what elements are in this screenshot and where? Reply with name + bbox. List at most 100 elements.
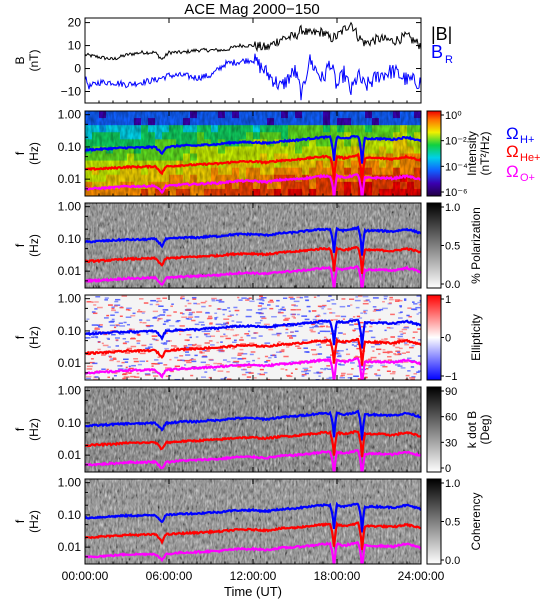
ellipticity-speckle <box>418 304 421 306</box>
ellipticity-speckle <box>224 376 227 379</box>
ellipticity-speckle <box>338 322 341 325</box>
ellipticity-speckle <box>153 338 158 341</box>
ellipticity-speckle <box>208 305 212 307</box>
ellipticity-speckle <box>185 309 192 311</box>
ellipticity-speckle <box>255 322 261 324</box>
ellipticity-speckle <box>146 360 149 362</box>
x-tick-label: 06:00:00 <box>146 569 193 583</box>
ellipticity-speckle <box>290 331 294 333</box>
ellipticity-speckle <box>401 328 408 331</box>
ellipticity-speckle <box>213 362 217 365</box>
ellipticity-speckle <box>333 318 338 321</box>
legend-omega-h-sub: H+ <box>520 134 534 146</box>
ellipticity-speckle <box>89 361 95 364</box>
ellipticity-speckle <box>301 375 305 377</box>
colorbar-label: Ellipticity <box>469 314 483 361</box>
ellipticity-speckle <box>157 362 163 364</box>
ellipticity-speckle <box>163 311 166 314</box>
ellipticity-speckle <box>152 310 159 313</box>
ellipticity-speckle <box>302 367 309 370</box>
y-tick-label: 0 <box>74 62 81 76</box>
legend-omega-o-sub: O+ <box>520 172 535 184</box>
ellipticity-speckle <box>301 315 308 317</box>
ellipticity-speckle <box>232 334 238 337</box>
ellipticity-speckle <box>139 321 142 324</box>
noise-texture <box>85 387 421 472</box>
ellipticity-speckle <box>111 349 116 352</box>
ellipticity-speckle <box>149 303 153 306</box>
ellipticity-speckle <box>202 349 207 352</box>
ellipticity-speckle <box>222 322 229 325</box>
ellipticity-speckle <box>320 368 324 370</box>
ellipticity-speckle <box>362 295 369 298</box>
ellipticity-speckle <box>152 317 158 319</box>
ellipticity-speckle <box>382 348 386 351</box>
ellipticity-speckle <box>233 339 237 342</box>
ellipticity-speckle <box>128 328 132 331</box>
ellipticity-speckle <box>341 298 346 300</box>
ellipticity-speckle <box>185 354 191 356</box>
ellipticity-speckle <box>394 364 401 366</box>
ellipticity-speckle <box>354 299 361 302</box>
ellipticity-speckle <box>368 301 371 303</box>
colorbar-power-spectrum <box>426 110 442 197</box>
ellipticity-speckle <box>363 312 368 315</box>
ellipticity-speckle <box>99 324 103 326</box>
ellipticity-speckle <box>372 350 375 352</box>
ellipticity-speckle <box>106 337 110 340</box>
y-axis-label: f <box>13 335 27 339</box>
y-tick-label: 10 <box>68 39 82 53</box>
ellipticity-speckle <box>187 302 192 305</box>
ellipticity-speckle <box>258 335 263 337</box>
ellipticity-speckle <box>353 375 359 377</box>
ellipticity-speckle <box>138 309 141 311</box>
ellipticity-speckle <box>280 309 286 311</box>
ellipticity-speckle <box>92 330 98 332</box>
ellipticity-speckle <box>118 322 123 324</box>
ellipticity-speckle <box>297 313 300 316</box>
ellipticity-speckle <box>246 334 251 337</box>
ellipticity-speckle <box>309 326 314 329</box>
ellipticity-speckle <box>244 333 250 335</box>
ellipticity-speckle <box>268 356 272 359</box>
ellipticity-speckle <box>173 346 178 349</box>
ellipticity-speckle <box>204 300 208 303</box>
ellipticity-speckle <box>119 306 124 309</box>
ellipticity-speckle <box>261 317 267 320</box>
ellipticity-speckle <box>258 302 263 304</box>
ellipticity-speckle <box>204 350 210 352</box>
ellipticity-speckle <box>217 370 224 372</box>
ellipticity-speckle <box>415 306 421 309</box>
ellipticity-speckle <box>153 316 158 318</box>
ellipticity-speckle <box>381 338 384 341</box>
ellipticity-speckle <box>184 339 190 341</box>
ellipticity-speckle <box>157 317 163 320</box>
ellipticity-speckle <box>155 303 160 306</box>
ellipticity-speckle <box>137 363 142 366</box>
ellipticity-speckle <box>115 325 119 327</box>
ellipticity-speckle <box>107 304 113 306</box>
ellipticity-speckle <box>378 353 381 355</box>
ellipticity-speckle <box>358 321 364 324</box>
ellipticity-speckle <box>151 335 158 337</box>
ellipticity-speckle <box>115 339 119 341</box>
ellipticity-speckle <box>304 318 310 321</box>
ellipticity-speckle <box>312 353 317 356</box>
colorbar-tick-label: 0.0 <box>445 555 460 567</box>
ellipticity-speckle <box>363 309 368 312</box>
ellipticity-speckle <box>117 365 123 367</box>
ellipticity-speckle <box>228 310 231 312</box>
ellipticity-speckle <box>195 336 199 338</box>
ellipticity-speckle <box>237 366 242 368</box>
ellipticity-speckle <box>309 366 313 368</box>
ellipticity-speckle <box>328 295 332 297</box>
ellipticity-speckle <box>110 320 115 323</box>
ellipticity-speckle <box>388 298 394 301</box>
ellipticity-speckle <box>373 359 379 362</box>
ellipticity-speckle <box>364 330 369 333</box>
x-tick-label: 12:00:00 <box>230 569 277 583</box>
ellipticity-speckle <box>97 341 101 343</box>
ellipticity-speckle <box>211 298 215 301</box>
ellipticity-speckle <box>282 297 288 300</box>
ellipticity-speckle <box>389 372 396 375</box>
